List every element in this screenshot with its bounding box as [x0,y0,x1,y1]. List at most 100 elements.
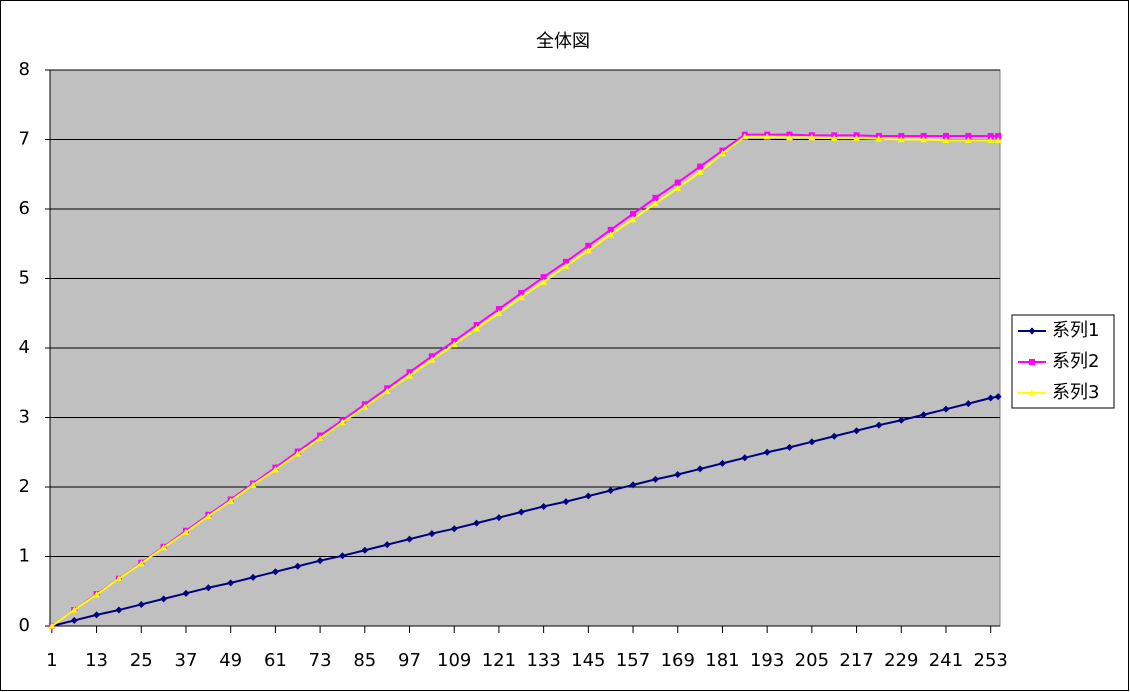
marker [875,135,883,142]
marker [942,405,950,413]
y-tick-label: 7 [19,129,30,150]
marker [562,262,570,269]
marker [584,247,592,254]
marker [160,595,168,603]
marker [630,210,637,217]
marker [808,133,816,141]
x-tick-label: 169 [661,650,695,671]
marker [495,309,503,317]
marker [718,459,726,467]
marker [942,133,949,140]
y-tick-label: 8 [19,59,30,80]
x-tick-label: 73 [309,650,332,671]
marker [204,584,212,592]
y-tick-label: 0 [19,615,30,636]
x-tick-label: 217 [839,650,873,671]
marker [450,525,458,533]
marker [629,215,637,223]
marker [995,133,1002,140]
x-tick-label: 13 [85,650,108,671]
legend-label: 系列1 [1052,320,1099,341]
marker [763,133,771,140]
marker [361,403,369,410]
y-tick-label: 5 [19,268,30,289]
marker [718,149,726,157]
marker [652,194,659,201]
marker [897,416,905,424]
x-tick-label: 205 [795,650,829,671]
marker [473,325,481,332]
marker [987,133,994,140]
marker [227,497,235,504]
x-tick-label: 49 [219,650,242,671]
y-tick-label: 3 [19,407,30,428]
marker [294,450,302,457]
series-line [51,135,999,627]
chart-title: 全体図 [536,31,590,52]
marker [674,470,682,478]
marker [651,199,659,207]
marker [294,562,302,570]
marker [495,514,503,522]
x-tick-label: 37 [175,650,198,671]
marker [696,465,704,473]
marker [875,421,883,429]
marker [137,600,145,608]
marker [786,133,794,141]
marker [316,557,324,565]
marker [182,528,190,535]
x-tick-label: 85 [353,650,376,671]
marker [994,136,1002,143]
series-line [51,395,999,627]
marker [697,163,704,170]
x-tick-label: 61 [264,650,287,671]
marker [1029,359,1035,365]
marker [540,278,548,285]
marker [517,293,525,301]
marker [406,535,414,543]
marker [249,481,257,488]
x-tick-label: 145 [571,650,605,671]
marker [518,290,525,297]
marker [160,543,168,551]
marker [607,231,615,238]
marker [696,168,704,175]
x-tick-label: 133 [526,650,560,671]
marker [540,274,547,281]
marker [271,466,279,473]
marker [830,432,838,440]
marker [607,226,614,233]
marker [562,258,569,265]
marker [853,427,861,435]
y-tick-label: 1 [19,546,30,567]
marker [763,448,771,456]
marker [338,552,346,560]
marker [93,591,101,598]
marker [674,184,682,191]
marker [316,434,324,442]
marker [428,356,436,363]
marker [249,573,257,581]
marker [338,418,346,426]
marker [1028,327,1036,335]
x-tick-label: 181 [705,650,739,671]
marker [964,136,972,143]
marker [517,508,525,516]
marker [830,134,838,141]
marker [786,443,794,451]
marker [853,134,861,141]
marker [137,559,145,567]
x-tick-label: 121 [482,650,516,671]
marker [540,502,548,510]
y-tick-label: 2 [19,476,30,497]
marker [271,568,279,576]
marker [920,136,928,143]
marker [115,575,123,582]
marker [607,486,615,494]
marker [361,546,369,554]
x-tick-label: 229 [884,650,918,671]
marker [741,133,749,140]
x-tick-label: 241 [929,650,963,671]
x-tick-label: 193 [750,650,784,671]
